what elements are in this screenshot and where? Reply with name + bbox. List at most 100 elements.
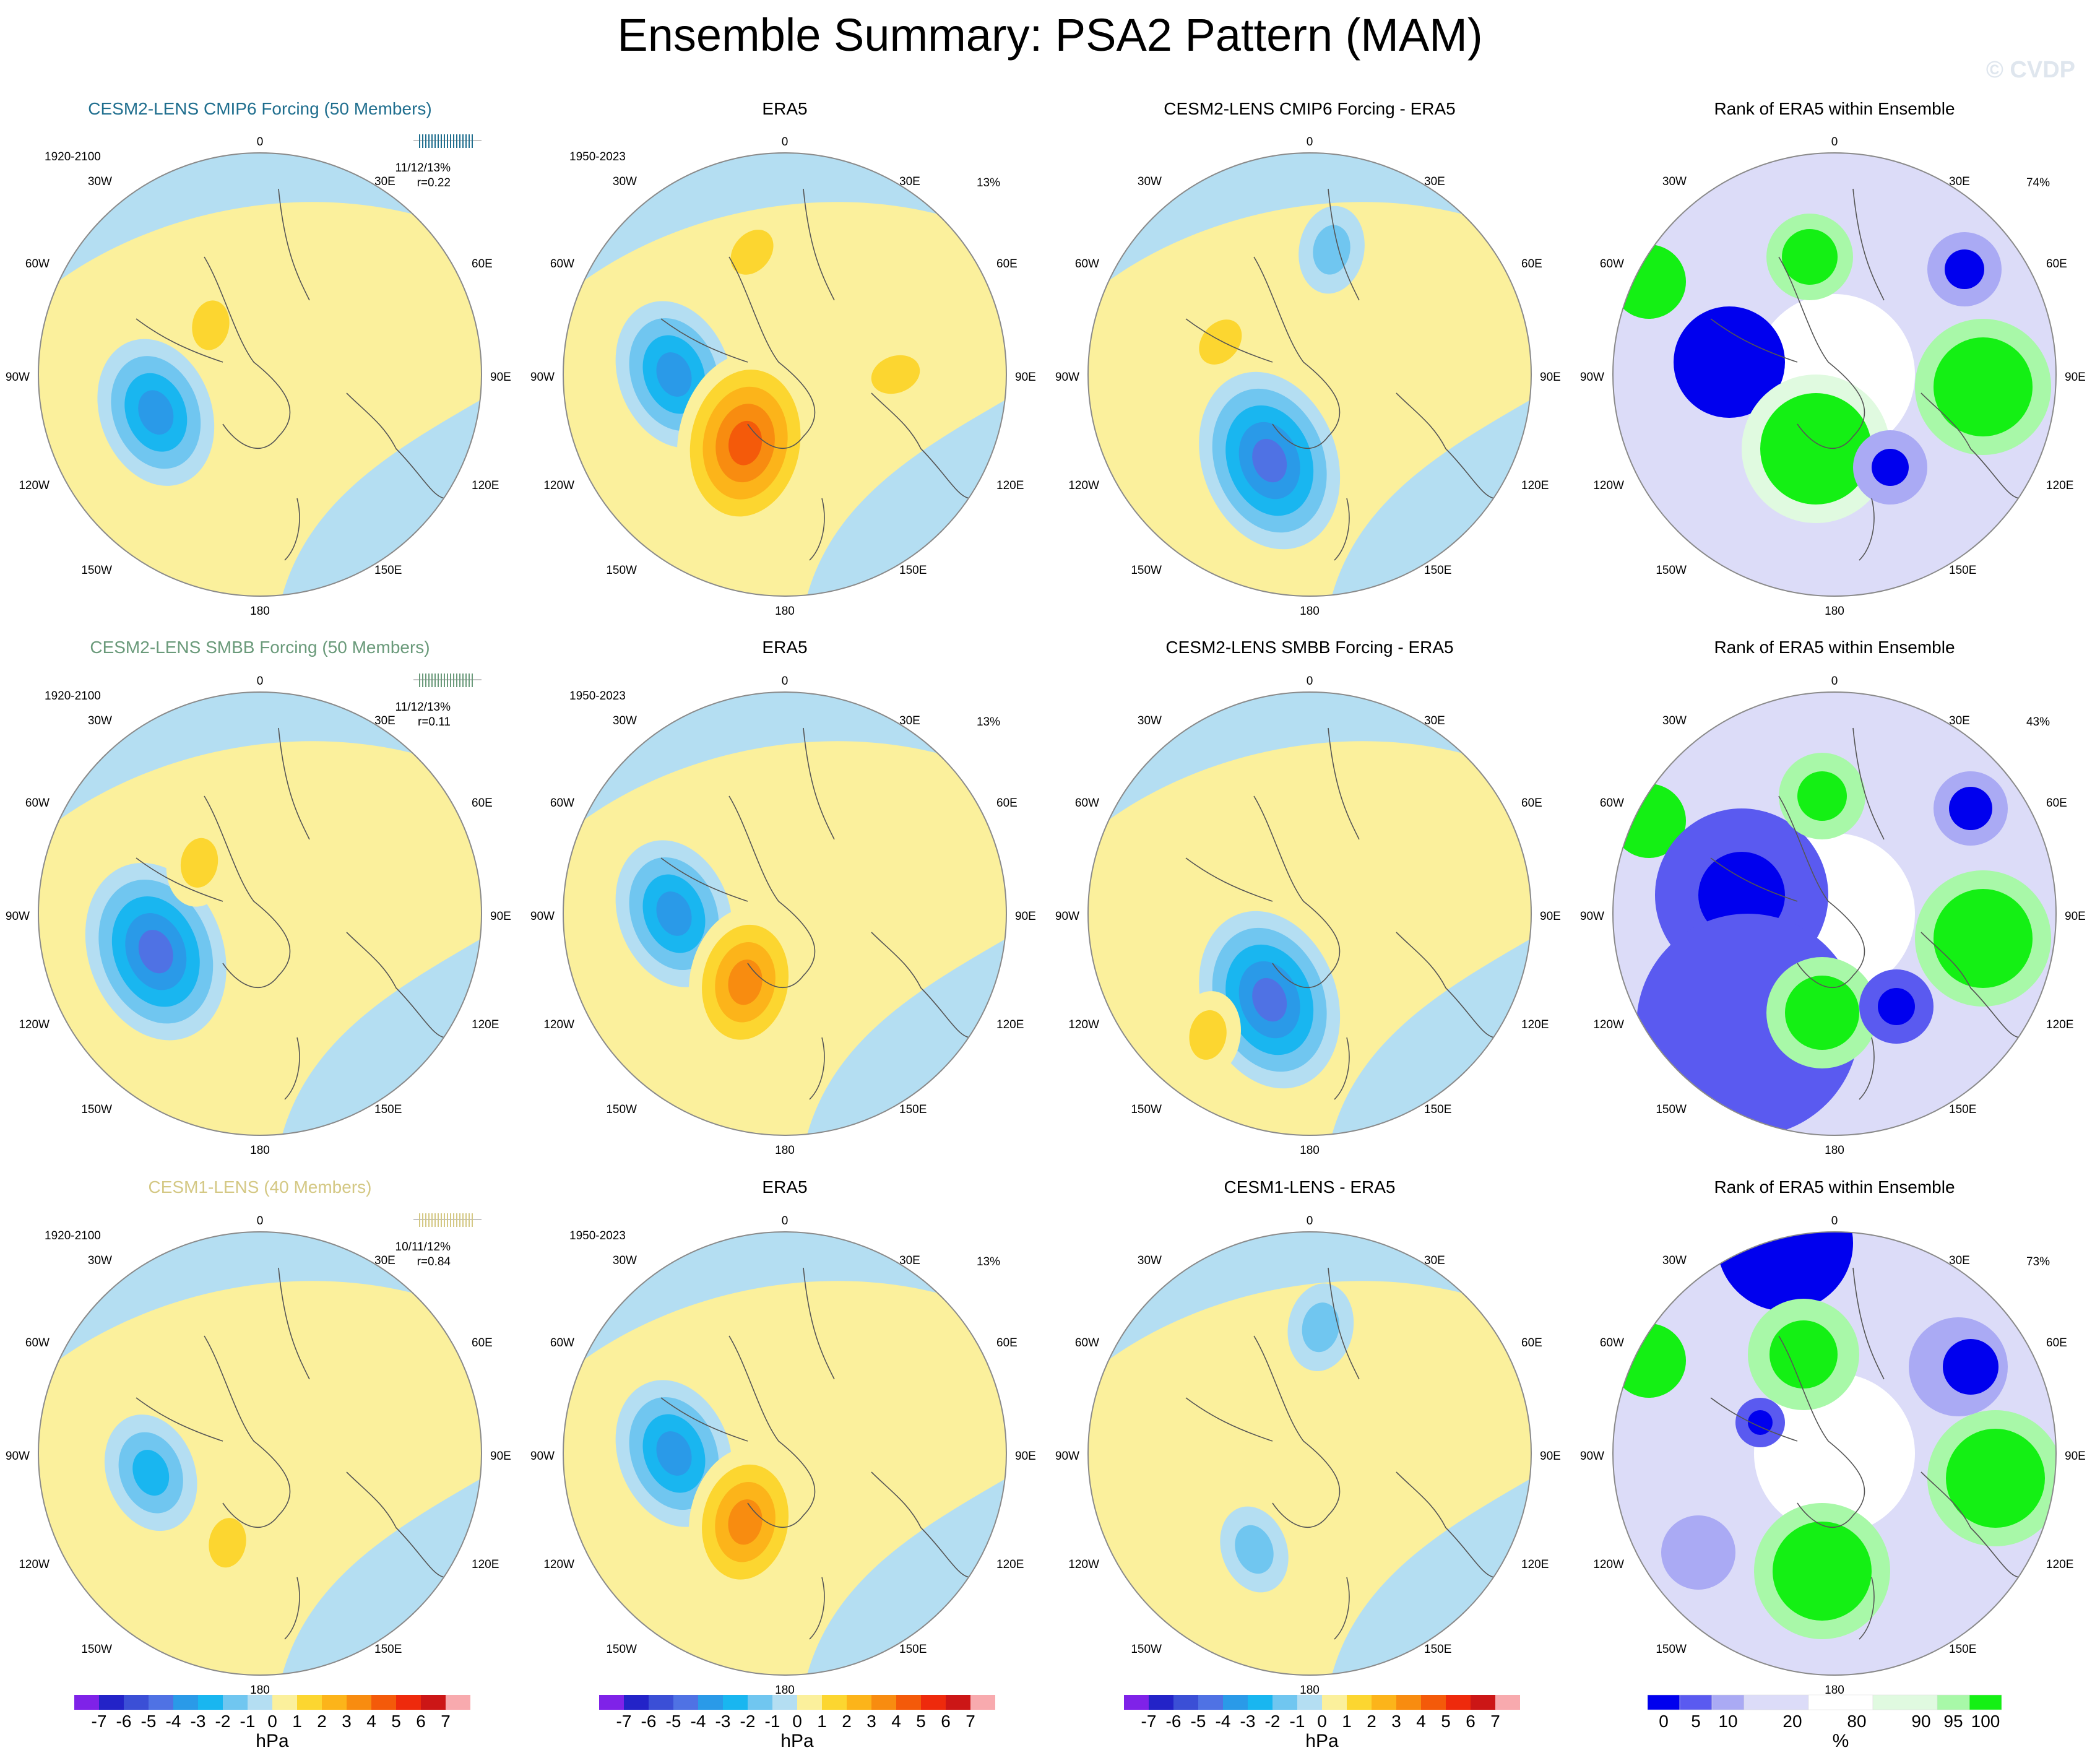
period-label: 1950-2023 (569, 150, 626, 163)
map-border (1612, 691, 2057, 1136)
colorbar-tick: 0 (1317, 1712, 1327, 1731)
colorbar-tick: 4 (1416, 1712, 1426, 1731)
colorbar-swatch (396, 1695, 421, 1710)
longitude-label: 90E (2065, 910, 2086, 923)
panel-title: CESM1-LENS - ERA5 (1224, 1177, 1396, 1197)
longitude-label: 150W (606, 1643, 637, 1656)
longitude-label: 30E (1424, 175, 1445, 188)
map-fill (563, 692, 1006, 1135)
longitude-label: 120E (2046, 1018, 2073, 1031)
colorbar-swatch (1872, 1694, 1938, 1710)
colorbar-tick: 90 (1911, 1712, 1930, 1731)
longitude-label: 120W (19, 479, 50, 492)
colorbar-tick: 6 (1466, 1712, 1476, 1731)
colorbar-swatch (99, 1695, 124, 1710)
colorbar-tick: -7 (92, 1712, 107, 1731)
longitude-label: 90W (1055, 1450, 1079, 1463)
longitude-label: 90E (1015, 1450, 1036, 1463)
longitude-label: 120E (1521, 479, 1549, 492)
colorbar-swatch (1744, 1694, 1809, 1710)
percent-label: 13% (977, 176, 1000, 189)
longitude-label: 0 (1307, 675, 1313, 688)
colorbar-tick: -3 (1240, 1712, 1256, 1731)
panel-title: CESM1-LENS (40 Members) (149, 1177, 372, 1197)
colorbar-swatch (248, 1695, 272, 1710)
colorbar-swatch (1322, 1695, 1347, 1710)
longitude-label: 30W (1138, 1254, 1162, 1267)
map-panel: CESM1-LENS (40 Members) 0 180 30W 30E 60W 60E 9… (6, 1177, 511, 1697)
colorbar-units: % (1833, 1731, 1849, 1751)
longitude-label: 30E (899, 1254, 920, 1267)
colorbar-swatch (673, 1695, 698, 1710)
longitude-label: 0 (1307, 1215, 1313, 1228)
colorbar-tick: -1 (765, 1712, 780, 1731)
longitude-label: 90W (530, 910, 555, 923)
longitude-label: 0 (1307, 136, 1313, 149)
panel-title: ERA5 (762, 1177, 807, 1197)
colorbar-tick: 0 (267, 1712, 277, 1731)
longitude-label: 60W (550, 797, 574, 810)
colorbar-swatch (896, 1695, 921, 1710)
coastline (1185, 1267, 1496, 1640)
map-fill (1088, 692, 1531, 1135)
colorbar-swatch (223, 1695, 248, 1710)
colorbar-swatch (946, 1695, 970, 1710)
rank-patch (1943, 1339, 1998, 1395)
colorbar-tick: 2 (317, 1712, 327, 1731)
longitude-label: 150E (1949, 564, 1976, 577)
contour-level (180, 838, 218, 888)
longitude-label: 0 (1831, 136, 1838, 149)
longitude-label: 120W (1068, 479, 1099, 492)
longitude-label: 60W (25, 797, 50, 810)
polar-map: 0 180 30W 30E 60W 60E 90W 90E 120W 120E 150W 150E 19… (6, 134, 511, 618)
colorbar-tick: 6 (416, 1712, 426, 1731)
longitude-label: 60E (472, 258, 493, 271)
longitude-label: 150E (1424, 1643, 1451, 1656)
map-panel: CESM1-LENS - ERA5 0 180 30W 30E 60W 60E 90W 90E 1… (1055, 1177, 1561, 1697)
longitude-label: 30W (88, 1254, 112, 1267)
longitude-label: 60E (2046, 1336, 2067, 1349)
colorbar-swatch (1808, 1694, 1873, 1710)
longitude-label: 0 (257, 1215, 264, 1228)
colorbar-swatch (74, 1695, 99, 1710)
rank-patch (1878, 988, 1915, 1025)
longitude-label: 90E (1540, 371, 1561, 384)
map-fill (1088, 1232, 1531, 1675)
longitude-label: 120E (2046, 479, 2073, 492)
colorbar-swatch (446, 1695, 470, 1710)
panel-title: ERA5 (762, 99, 807, 118)
polar-map: 0 180 30W 30E 60W 60E 90W 90E 120W 120E 150W 150E 19… (530, 675, 1036, 1157)
rank-patch (1661, 1515, 1735, 1590)
colorbar-rank: 0 5 10 20 80 90 95 100% (1647, 1694, 2002, 1751)
longitude-label: 60E (996, 797, 1018, 810)
colorbar-tick: -4 (1216, 1712, 1231, 1731)
colorbar-tick: 1 (1342, 1712, 1352, 1731)
longitude-label: 120E (2046, 1558, 2073, 1571)
longitude-label: 120W (543, 1018, 574, 1031)
map-fill (1613, 153, 2056, 596)
coastline (660, 188, 971, 561)
stat-label: 11/12/13% (395, 701, 451, 714)
polar-map: 0 180 30W 30E 60W 60E 90W 90E 120W 120E 150W 150E 19… (530, 136, 1036, 618)
map-fill (38, 153, 482, 596)
colorbar-tick: 0 (1659, 1712, 1669, 1731)
longitude-label: 30E (374, 1254, 395, 1267)
longitude-label: 120W (1068, 1018, 1099, 1031)
longitude-label: 30W (1138, 714, 1162, 727)
coastline (660, 1267, 971, 1640)
colorbar-swatch (970, 1695, 995, 1710)
colorbar-hpa: -7 -6 -5 -4 -3 -2 -1 0 1 2 3 4 5 6 7 hPa (1124, 1695, 1520, 1751)
longitude-label: 120W (19, 1018, 50, 1031)
colorbar-tick: 95 (1943, 1712, 1963, 1731)
colorbar-tick: 3 (342, 1712, 352, 1731)
period-label: 1920-2100 (45, 150, 101, 163)
negative-region (563, 692, 1006, 836)
correlation-label: r=0.22 (417, 176, 451, 189)
longitude-label: 30W (613, 714, 637, 727)
polar-map: 0 180 30W 30E 60W 60E 90W 90E 120W 120E 150W 150E 73… (1580, 1215, 2086, 1697)
longitude-label: 60E (472, 1336, 493, 1349)
negative-region (1088, 1232, 1531, 1376)
map-fill (38, 692, 482, 1135)
rank-patch (1717, 1232, 1853, 1311)
map-panel: CESM2-LENS CMIP6 Forcing (50 Members) 0 18… (6, 99, 511, 618)
